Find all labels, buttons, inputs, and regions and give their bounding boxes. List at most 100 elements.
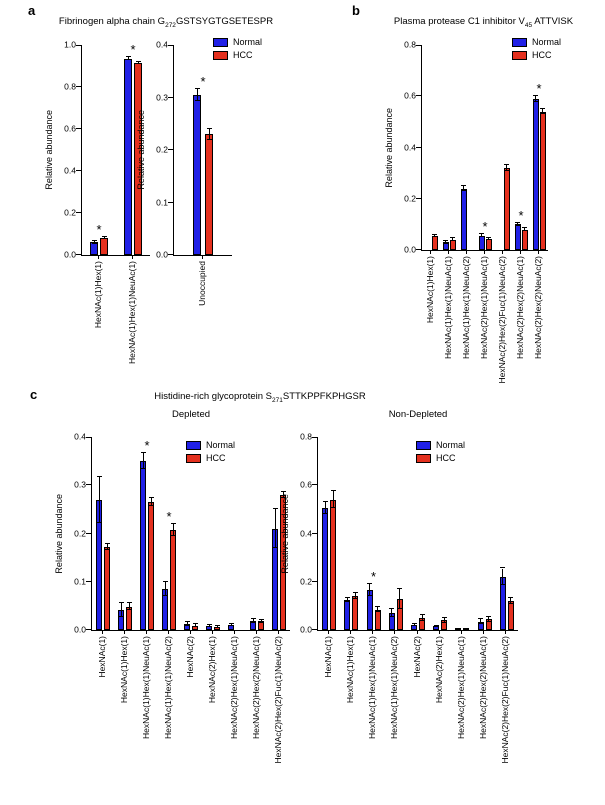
y-tick-mark	[416, 45, 421, 46]
y-tick-label: 0.2	[156, 144, 168, 155]
error-bar	[452, 238, 453, 242]
chart-hrg-depleted: Relative abundance 0.0 0.1 0.2 0.3 0.4 * * HexNA…	[52, 432, 290, 791]
legend-item-normal: Normal	[213, 37, 262, 47]
error-bar-cap	[322, 513, 328, 515]
y-tick-label: 1.0	[64, 39, 76, 50]
error-bar-cap	[118, 601, 124, 603]
x-tick-mark	[201, 256, 203, 259]
y-tick-label: 0.1	[74, 576, 86, 587]
y-axis-ticks: 0.0 0.2 0.4 0.6 0.8 1.0	[55, 40, 81, 259]
error-bar-cap	[258, 618, 264, 620]
error-bar-cap	[330, 507, 336, 509]
error-bar-cap	[148, 497, 154, 499]
subtitle-non-depleted: Non-Depleted	[388, 409, 448, 420]
x-tick-mark	[460, 631, 462, 634]
x-tick-mark	[233, 631, 235, 634]
y-tick-mark	[312, 629, 317, 630]
panel-b-title-post: ATTVISK	[532, 16, 574, 27]
legend-label-hcc: HCC	[532, 50, 552, 60]
x-category-label: HexNAc(1)Hex(1)	[92, 261, 103, 329]
y-axis-ticks: 0.0 0.1 0.2 0.3 0.4	[65, 432, 91, 634]
x-category-label: HexNAc(2)	[411, 636, 422, 678]
y-tick-label: 0.0	[404, 244, 416, 255]
error-bar-cap	[432, 235, 437, 237]
error-bar	[488, 616, 490, 622]
x-tick-mark	[447, 251, 449, 254]
y-tick-mark	[86, 437, 91, 438]
y-tick-label: 0.0	[74, 624, 86, 635]
x-tick-mark	[483, 631, 485, 634]
x-category-label: HexNAc(2)Hex(1)NeuAc(1)	[228, 636, 239, 739]
error-bar-cap	[443, 240, 448, 242]
error-bar-cap	[389, 616, 395, 618]
error-bar	[172, 524, 174, 536]
error-bar-cap	[433, 624, 439, 626]
bar-hcc	[485, 239, 492, 250]
error-bar-cap	[450, 237, 455, 239]
error-bar-cap	[280, 496, 286, 498]
x-category-label: HexNAc(1)Hex(1)NeuAc(1)	[442, 256, 453, 359]
error-bar-cap	[375, 610, 381, 612]
error-bar	[194, 624, 196, 628]
error-bar	[196, 88, 198, 102]
y-axis-title: Relative abundance	[52, 437, 65, 630]
significance-star: *	[96, 222, 102, 238]
error-bar-cap	[91, 242, 97, 244]
y-tick-mark	[76, 170, 81, 171]
x-category-label: HexNAc(1)Hex(1)NeuAc(1)	[367, 636, 378, 739]
x-category-label: HexNAc(2)Hex(1)	[206, 636, 217, 704]
error-bar-cap	[214, 624, 220, 626]
error-bar	[186, 621, 188, 626]
x-tick-mark	[416, 631, 418, 634]
error-bar-cap	[478, 623, 484, 625]
legend-label-normal: Normal	[532, 37, 562, 47]
x-tick-mark	[429, 251, 431, 254]
error-bar	[517, 222, 518, 227]
bar-hcc	[449, 239, 456, 250]
y-axis-ticks: 0.0 0.2 0.4 0.6 0.8	[291, 432, 317, 634]
y-axis-title-text: Relative abundance	[279, 493, 290, 574]
plot-area: *	[312, 437, 518, 631]
x-category-label: HexNAc(1)	[96, 636, 107, 678]
error-bar	[421, 614, 423, 622]
error-bar	[93, 241, 95, 244]
bar-hcc	[100, 238, 108, 255]
legend-label-hcc: HCC	[206, 453, 226, 463]
error-bar	[260, 619, 262, 623]
error-bar-cap	[540, 108, 545, 110]
y-tick-mark	[76, 128, 81, 129]
error-bar-cap	[126, 602, 132, 604]
error-bar	[443, 617, 445, 623]
error-bar	[106, 543, 108, 551]
plot-wrap: * HexNAc(1) HexNAc(1)Hex(1) HexNAc(1)Hex(1)…	[312, 437, 518, 791]
x-tick-mark	[349, 631, 351, 634]
error-bar-cap	[192, 623, 198, 625]
y-tick-label: 0.3	[156, 92, 168, 102]
legend-panel-b: Normal HCC	[512, 37, 561, 63]
x-axis-labels: HexNAc(1)Hex(1) HexNAc(1)Hex(1)NeuAc(1)	[81, 256, 149, 416]
x-tick-mark	[505, 631, 507, 634]
significance-star: *	[482, 219, 488, 235]
error-bar-cap	[367, 583, 373, 585]
bar-hcc	[463, 628, 470, 630]
error-bar-cap	[486, 237, 491, 239]
plot-wrap: * Unoccupied	[168, 45, 232, 416]
y-tick-mark	[416, 197, 421, 199]
x-category-label: HexNAc(1)Hex(1)NeuAc(2)	[162, 636, 173, 739]
y-axis-title-text: Relative abundance	[53, 493, 64, 574]
panel-b-title: Plasma protease C1 inhibitor V45 ATTVISK	[362, 16, 605, 31]
error-bar	[346, 597, 348, 602]
error-bar-cap	[411, 625, 417, 627]
error-bar-cap	[135, 63, 141, 65]
y-tick-label: 0.0	[64, 249, 76, 260]
x-axis-labels: HexNAc(1) HexNAc(1)Hex(1) HexNAc(1)Hex(1)N…	[317, 631, 517, 791]
error-bar-cap	[135, 60, 141, 62]
y-tick-mark	[86, 580, 91, 582]
error-bar	[535, 95, 536, 102]
y-tick-label: 0.4	[64, 165, 76, 176]
panel-a-title: Fibrinogen alpha chain G272GSTSYGTGSETES…	[28, 16, 304, 31]
error-bar-cap	[479, 236, 484, 238]
bar-hcc	[507, 601, 514, 630]
legend-panel-a: Normal HCC	[213, 37, 262, 63]
bar-normal	[322, 508, 329, 630]
